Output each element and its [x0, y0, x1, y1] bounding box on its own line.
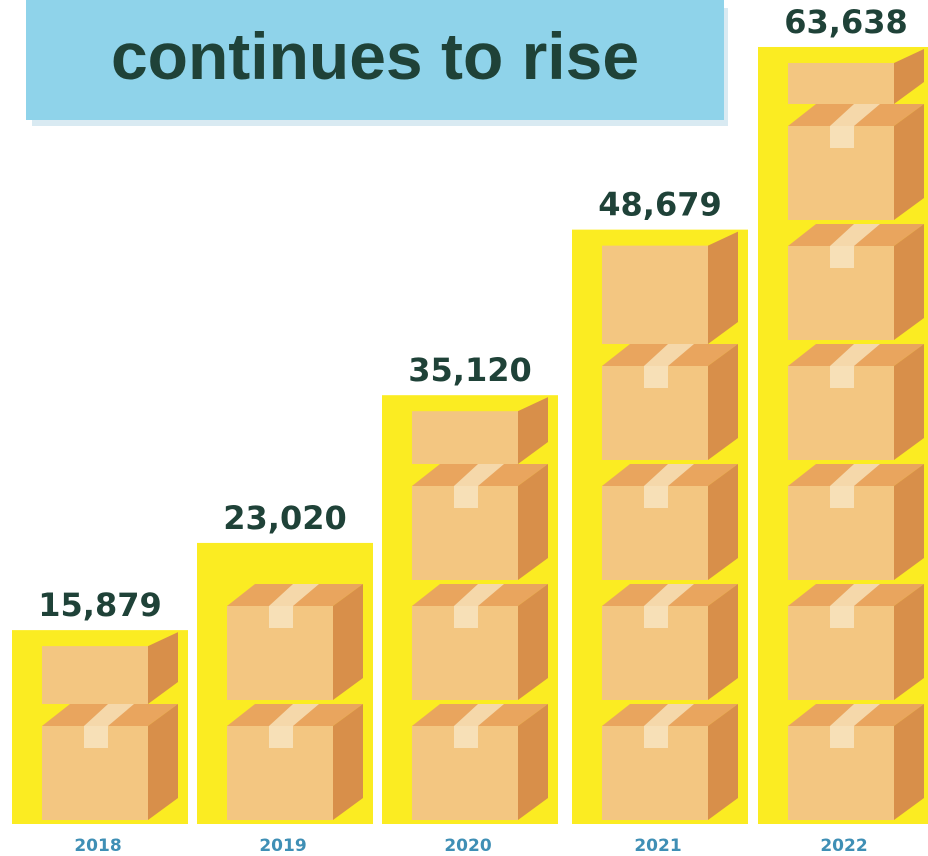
box-side-face [708, 231, 738, 344]
box-tape-front [830, 726, 854, 748]
box-side-face [894, 224, 924, 340]
box-tape-top [269, 584, 319, 606]
bar-group-2022 [758, 46, 928, 824]
box-tape-top [644, 344, 694, 366]
box-tape-front [644, 606, 668, 628]
box-side-face [708, 704, 738, 820]
x-tick-label-2021: 2021 [634, 836, 681, 856]
title-banner: continues to rise [26, 0, 724, 120]
box-tape-top [830, 104, 880, 126]
box-side-face [894, 344, 924, 460]
box-side-face [518, 397, 548, 464]
value-label-2022: 63,638 [784, 3, 907, 41]
box-tape-top [454, 704, 504, 726]
box-tape-top [830, 584, 880, 606]
value-label-2020: 35,120 [408, 351, 531, 389]
box-tape-front [644, 366, 668, 388]
box-tape-top [830, 704, 880, 726]
box-front-face [602, 245, 708, 344]
box-tape-front [269, 606, 293, 628]
box-tape-front [269, 726, 293, 748]
x-tick-label-2020: 2020 [444, 836, 491, 856]
box-tape-front [454, 726, 478, 748]
box-side-face [894, 584, 924, 700]
box-tape-top [644, 464, 694, 486]
box-side-face [333, 704, 363, 820]
box-tape-top [269, 704, 319, 726]
bar-group-2021 [572, 229, 748, 825]
box-tape-front [830, 126, 854, 148]
chart-title: continues to rise [110, 19, 640, 93]
box-side-face [894, 704, 924, 820]
box-tape-front [830, 366, 854, 388]
box-side-face [708, 464, 738, 580]
box-side-face [708, 584, 738, 700]
box-front-face [412, 411, 518, 464]
bar-group-2019 [197, 542, 373, 824]
value-label-2018: 15,879 [38, 586, 161, 624]
box-tape-top [454, 464, 504, 486]
box-side-face [148, 632, 178, 704]
box-side-face [894, 48, 924, 104]
box-side-face [894, 464, 924, 580]
box-side-face [518, 584, 548, 700]
box-side-face [148, 704, 178, 820]
x-tick-label-2018: 2018 [74, 836, 121, 856]
box-tape-top [644, 704, 694, 726]
box-tape-front [454, 606, 478, 628]
box-tape-front [830, 606, 854, 628]
box-tape-front [644, 486, 668, 508]
box-tape-top [84, 704, 134, 726]
value-label-2019: 23,020 [223, 499, 346, 537]
box-side-face [518, 704, 548, 820]
box-tape-top [830, 464, 880, 486]
bar-group-2020 [382, 395, 558, 824]
box-side-face [894, 104, 924, 220]
box-tape-front [830, 246, 854, 268]
x-tick-label-2019: 2019 [259, 836, 306, 856]
box-side-face [518, 464, 548, 580]
box-tape-top [454, 584, 504, 606]
box-tape-top [644, 584, 694, 606]
x-tick-label-2022: 2022 [820, 836, 867, 856]
bar-group-2018 [12, 630, 188, 824]
box-tape-top [830, 224, 880, 246]
box-front-face [788, 62, 894, 104]
box-tape-front [84, 726, 108, 748]
box-tape-top [830, 344, 880, 366]
box-front-face [42, 646, 148, 704]
box-tape-front [454, 486, 478, 508]
box-tape-front [644, 726, 668, 748]
box-tape-front [830, 486, 854, 508]
value-label-2021: 48,679 [598, 186, 721, 224]
box-side-face [708, 344, 738, 460]
box-side-face [333, 584, 363, 700]
